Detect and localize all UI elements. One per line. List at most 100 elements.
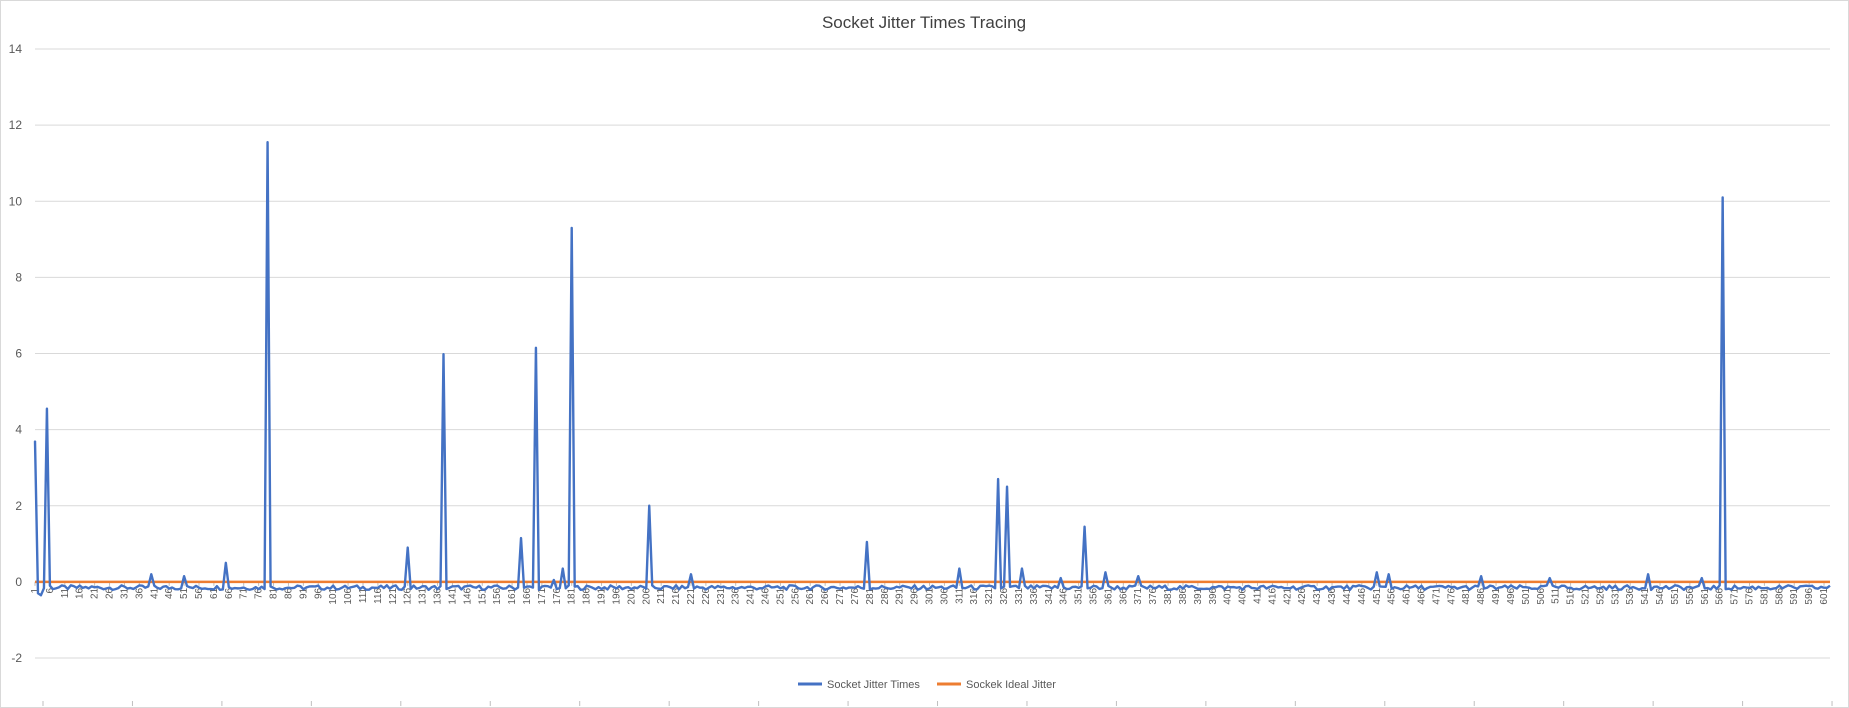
jitter-peak-point	[1480, 575, 1482, 577]
jitter-peak-point	[150, 573, 153, 576]
x-tick-label: 46	[164, 587, 175, 599]
legend: Socket Jitter Times Sockek Ideal Jitter	[798, 679, 1056, 691]
x-tick-label: 86	[283, 587, 294, 599]
x-tick-label: 531	[1610, 587, 1621, 604]
x-tick-label: 1	[30, 587, 41, 593]
y-tick-label: 0	[15, 575, 22, 589]
x-tick-label: 371	[1133, 587, 1144, 604]
x-tick-label: 251	[775, 587, 786, 604]
x-tick-label: 16	[75, 587, 86, 599]
y-axis-ticks: -2 0 2 4 6 8 10 12 14	[9, 42, 23, 665]
x-tick-label: 421	[1282, 587, 1293, 604]
x-tick-label: 201	[626, 587, 637, 604]
x-tick-label: 326	[999, 587, 1010, 604]
x-tick-label: 176	[552, 587, 563, 604]
x-tick-label: 436	[1327, 587, 1338, 604]
x-tick-label: 461	[1402, 587, 1413, 604]
x-tick-label: 341	[1044, 587, 1055, 604]
jitter-peak-point	[40, 594, 42, 596]
x-tick-label: 146	[462, 587, 473, 604]
jitter-peak-point	[1700, 577, 1703, 579]
x-tick-label: 31	[119, 587, 130, 599]
jitter-peak-point	[553, 579, 555, 581]
x-tick-label: 166	[522, 587, 533, 604]
x-tick-label: 446	[1357, 587, 1368, 604]
jitter-peak-point	[1375, 571, 1378, 574]
chart-title: Socket Jitter Times Tracing	[822, 13, 1026, 32]
x-tick-label: 331	[1014, 587, 1025, 604]
x-tick-label: 6	[45, 587, 56, 593]
x-tick-label: 476	[1446, 587, 1457, 604]
jitter-peak-point	[1548, 577, 1551, 579]
jitter-peak-point	[1104, 571, 1107, 574]
x-tick-label: 226	[701, 587, 712, 604]
jitter-peak-point	[1021, 567, 1023, 570]
jitter-peak-point	[406, 546, 409, 549]
x-tick-label: 116	[373, 587, 384, 603]
jitter-peak-point	[1137, 575, 1140, 577]
x-tick-label: 81	[269, 587, 280, 599]
y-tick-label: 6	[15, 347, 22, 361]
x-tick-label: 366	[1118, 587, 1129, 604]
x-tick-label: 501	[1521, 587, 1532, 604]
x-tick-label: 481	[1461, 587, 1472, 604]
x-tick-label: 26	[105, 587, 116, 599]
x-tick-label: 381	[1163, 587, 1174, 604]
jitter-peak-point	[46, 407, 48, 410]
x-tick-label: 246	[761, 587, 772, 604]
jitter-peak-point	[648, 504, 651, 507]
x-tick-label: 321	[984, 587, 995, 604]
y-tick-label: 4	[15, 423, 22, 437]
x-tick-label: 361	[1103, 587, 1114, 604]
x-tick-label: 546	[1655, 587, 1666, 604]
jitter-peak-point	[1083, 525, 1086, 528]
jitter-peak-point	[997, 478, 999, 480]
jitter-peak-point	[958, 567, 961, 570]
jitter-peak-point	[1006, 485, 1008, 488]
x-tick-label: 491	[1491, 587, 1502, 604]
x-tick-label: 521	[1580, 587, 1591, 604]
x-tick-label: 416	[1267, 587, 1278, 604]
x-tick-label: 496	[1506, 587, 1517, 604]
jitter-peak-point	[690, 573, 692, 576]
jitter-peak-point	[1059, 577, 1062, 579]
y-tick-label: 10	[9, 194, 23, 208]
x-tick-label: 336	[1029, 587, 1040, 604]
x-tick-label: 256	[790, 587, 801, 604]
x-tick-label: 356	[1089, 587, 1100, 604]
x-tick-label: 486	[1476, 587, 1487, 604]
x-tick-label: 286	[880, 587, 891, 604]
jitter-peak-point	[442, 353, 445, 356]
x-tick-label: 426	[1297, 587, 1308, 604]
x-tick-label: 91	[298, 587, 309, 599]
x-tick-label: 21	[90, 587, 101, 599]
jitter-peak-point	[34, 440, 36, 442]
x-tick-label: 576	[1744, 587, 1755, 604]
x-tick-label: 296	[910, 587, 921, 604]
x-tick-label: 131	[418, 587, 429, 604]
x-tick-label: 456	[1387, 587, 1398, 604]
x-tick-label: 171	[537, 587, 548, 604]
x-tick-label: 536	[1625, 587, 1636, 604]
x-tick-label: 51	[179, 587, 190, 599]
x-tick-label: 216	[671, 587, 682, 604]
x-tick-label: 271	[835, 587, 846, 604]
x-tick-label: 571	[1730, 587, 1741, 604]
x-tick-label: 276	[850, 587, 861, 604]
y-tick-label: 2	[15, 499, 22, 513]
x-tick-label: 196	[611, 587, 622, 604]
x-tick-label: 151	[477, 587, 488, 604]
x-tick-label: 526	[1595, 587, 1606, 604]
x-tick-label: 221	[686, 587, 697, 604]
jitter-peak-point	[866, 541, 868, 543]
x-tick-label: 231	[716, 587, 727, 604]
series-jitter-times-line	[33, 141, 1831, 597]
x-tick-label: 141	[447, 587, 458, 604]
x-tick-label: 406	[1238, 587, 1249, 604]
x-tick-label: 451	[1372, 587, 1383, 604]
x-tick-label: 596	[1804, 587, 1815, 604]
jitter-peak-point	[1387, 573, 1390, 576]
x-tick-label: 111	[358, 587, 369, 603]
x-tick-label: 561	[1700, 587, 1711, 604]
